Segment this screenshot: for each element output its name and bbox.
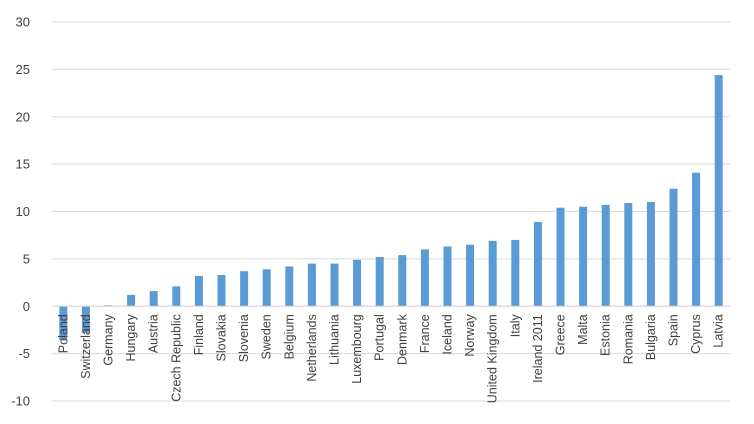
y-tick-label: -10 [11,394,30,409]
bar-switzerland [81,306,90,333]
bar-denmark [398,255,407,307]
category-label: Italy [508,314,522,338]
bar-lithuania [330,263,339,307]
bar-finland [194,275,203,307]
category-labels: Poland Switzerland Germany Hungary Austria Cz… [56,314,725,404]
category-label: Belgium [282,314,296,359]
category-label: Ireland 2011 [531,314,545,383]
bar-poland [59,306,68,341]
category-label: Slovakia [215,314,229,361]
y-axis-tick-labels: -10 -5 0 5 10 15 20 25 30 [11,15,30,409]
category-label: Denmark [395,314,409,365]
category-label: Netherlands [305,314,319,381]
bar-united-kingdom [488,240,497,307]
y-tick-label: 15 [16,157,30,172]
category-label: Iceland [441,314,455,354]
bar-bulgaria [646,202,655,307]
category-label: Greece [554,314,568,355]
category-label: Romania [621,314,635,364]
bar-czech-republic [172,286,181,307]
category-label: Finland [192,314,206,355]
category-label: Poland [56,314,70,353]
bar-cyprus [692,172,701,307]
y-tick-label: -5 [18,346,30,361]
category-label: Sweden [260,314,274,359]
bar-austria [149,291,158,307]
bar-spain [669,188,678,307]
category-label: Estonia [599,314,613,356]
category-label: Czech Republic [169,314,183,402]
bar-slovenia [240,271,249,307]
y-tick-label: 30 [16,15,30,30]
category-label: Hungary [124,314,138,362]
bar-luxembourg [353,259,362,307]
bars [59,75,723,341]
y-tick-label: 0 [23,299,30,314]
category-label: Lithuania [328,314,342,365]
y-tick-label: 5 [23,251,30,266]
y-tick-label: 10 [16,204,30,219]
bar-portugal [375,256,384,307]
category-label: United Kingdom [486,314,500,403]
bar-belgium [285,266,294,307]
bar-france [420,249,429,307]
category-label: Spain [667,314,681,346]
category-label: Luxembourg [350,314,364,384]
bar-latvia [714,75,723,307]
category-label: Cyprus [689,314,703,354]
bar-greece [556,207,565,307]
category-label: France [418,314,432,353]
category-label: Switzerland [79,314,93,379]
category-label: Latvia [712,314,726,347]
bar-malta [579,206,588,307]
category-label: Slovenia [237,314,251,362]
bar-italy [511,239,520,307]
bar-slovakia [217,274,226,307]
y-tick-label: 20 [16,109,30,124]
bar-estonia [601,204,610,307]
category-label: Malta [576,314,590,345]
bar-romania [624,202,633,307]
bar-hungary [127,294,136,307]
bar-norway [466,244,475,307]
bar-iceland [443,246,452,307]
category-label: Bulgaria [644,314,658,360]
bar-sweden [262,269,271,307]
category-label: Germany [102,314,116,366]
category-label: Portugal [373,314,387,361]
category-label: Norway [463,314,477,357]
bar-ireland-2011 [533,221,542,307]
category-label: Austria [147,314,161,353]
y-tick-label: 25 [16,62,30,77]
bar-netherlands [307,263,316,307]
